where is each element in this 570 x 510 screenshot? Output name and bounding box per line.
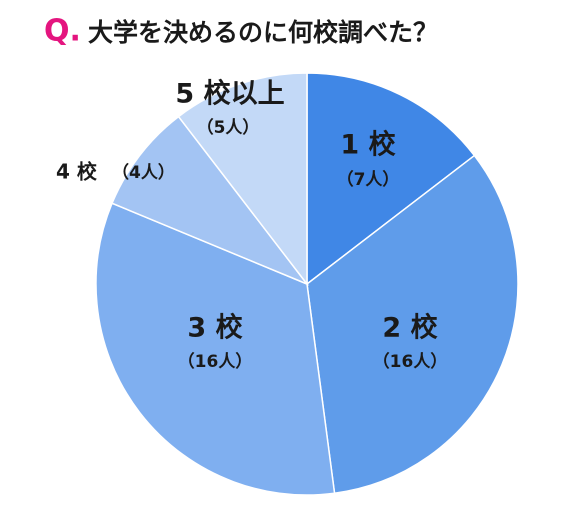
title-prefix: Q. (44, 14, 81, 49)
pie-slice (95, 202, 336, 496)
pie (95, 72, 519, 496)
pie-slice (111, 115, 310, 286)
category-label: 4 校 (56, 160, 98, 184)
category-label: 2 校 (382, 312, 437, 344)
category-label: 5 校以上 (175, 78, 284, 110)
value-label: （4人） (112, 162, 175, 183)
pie-slice (306, 154, 519, 495)
chart-title: 大学を決めるのに何校調べた？ (88, 18, 438, 47)
pie-slice (306, 72, 476, 286)
value-label: （5人） (197, 117, 260, 138)
value-label: （16人） (373, 351, 448, 372)
category-label: 3 校 (187, 312, 242, 344)
pie-slice (177, 72, 308, 287)
value-label: （7人） (337, 169, 400, 190)
value-label: （16人） (178, 351, 253, 372)
category-label: 1 校 (340, 129, 395, 161)
